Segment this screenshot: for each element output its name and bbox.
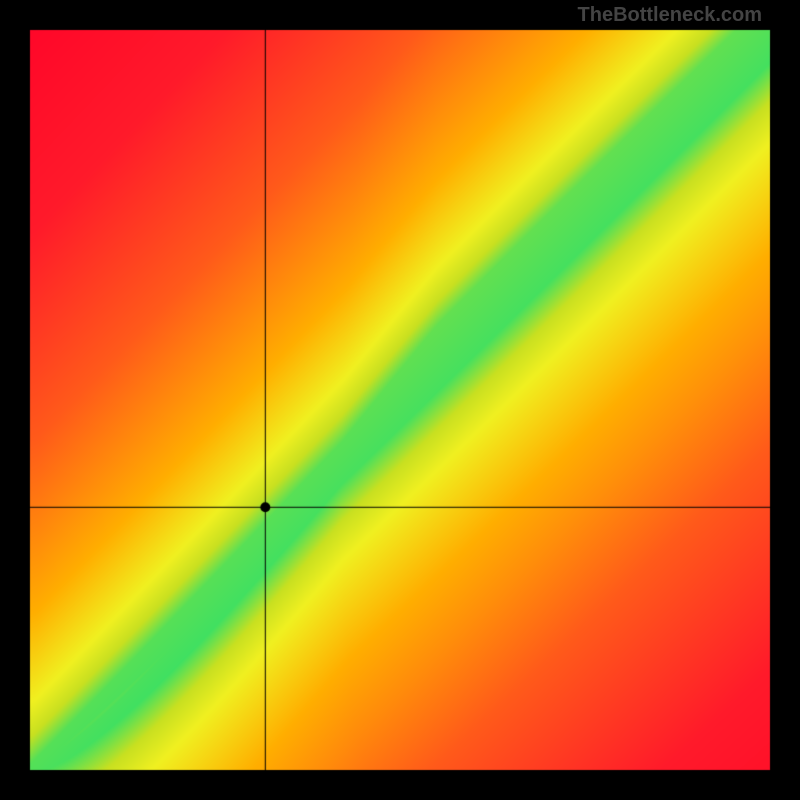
watermark-text: TheBottleneck.com [578,4,762,27]
chart-container: TheBottleneck.com [0,0,800,800]
bottleneck-heatmap [0,0,800,800]
